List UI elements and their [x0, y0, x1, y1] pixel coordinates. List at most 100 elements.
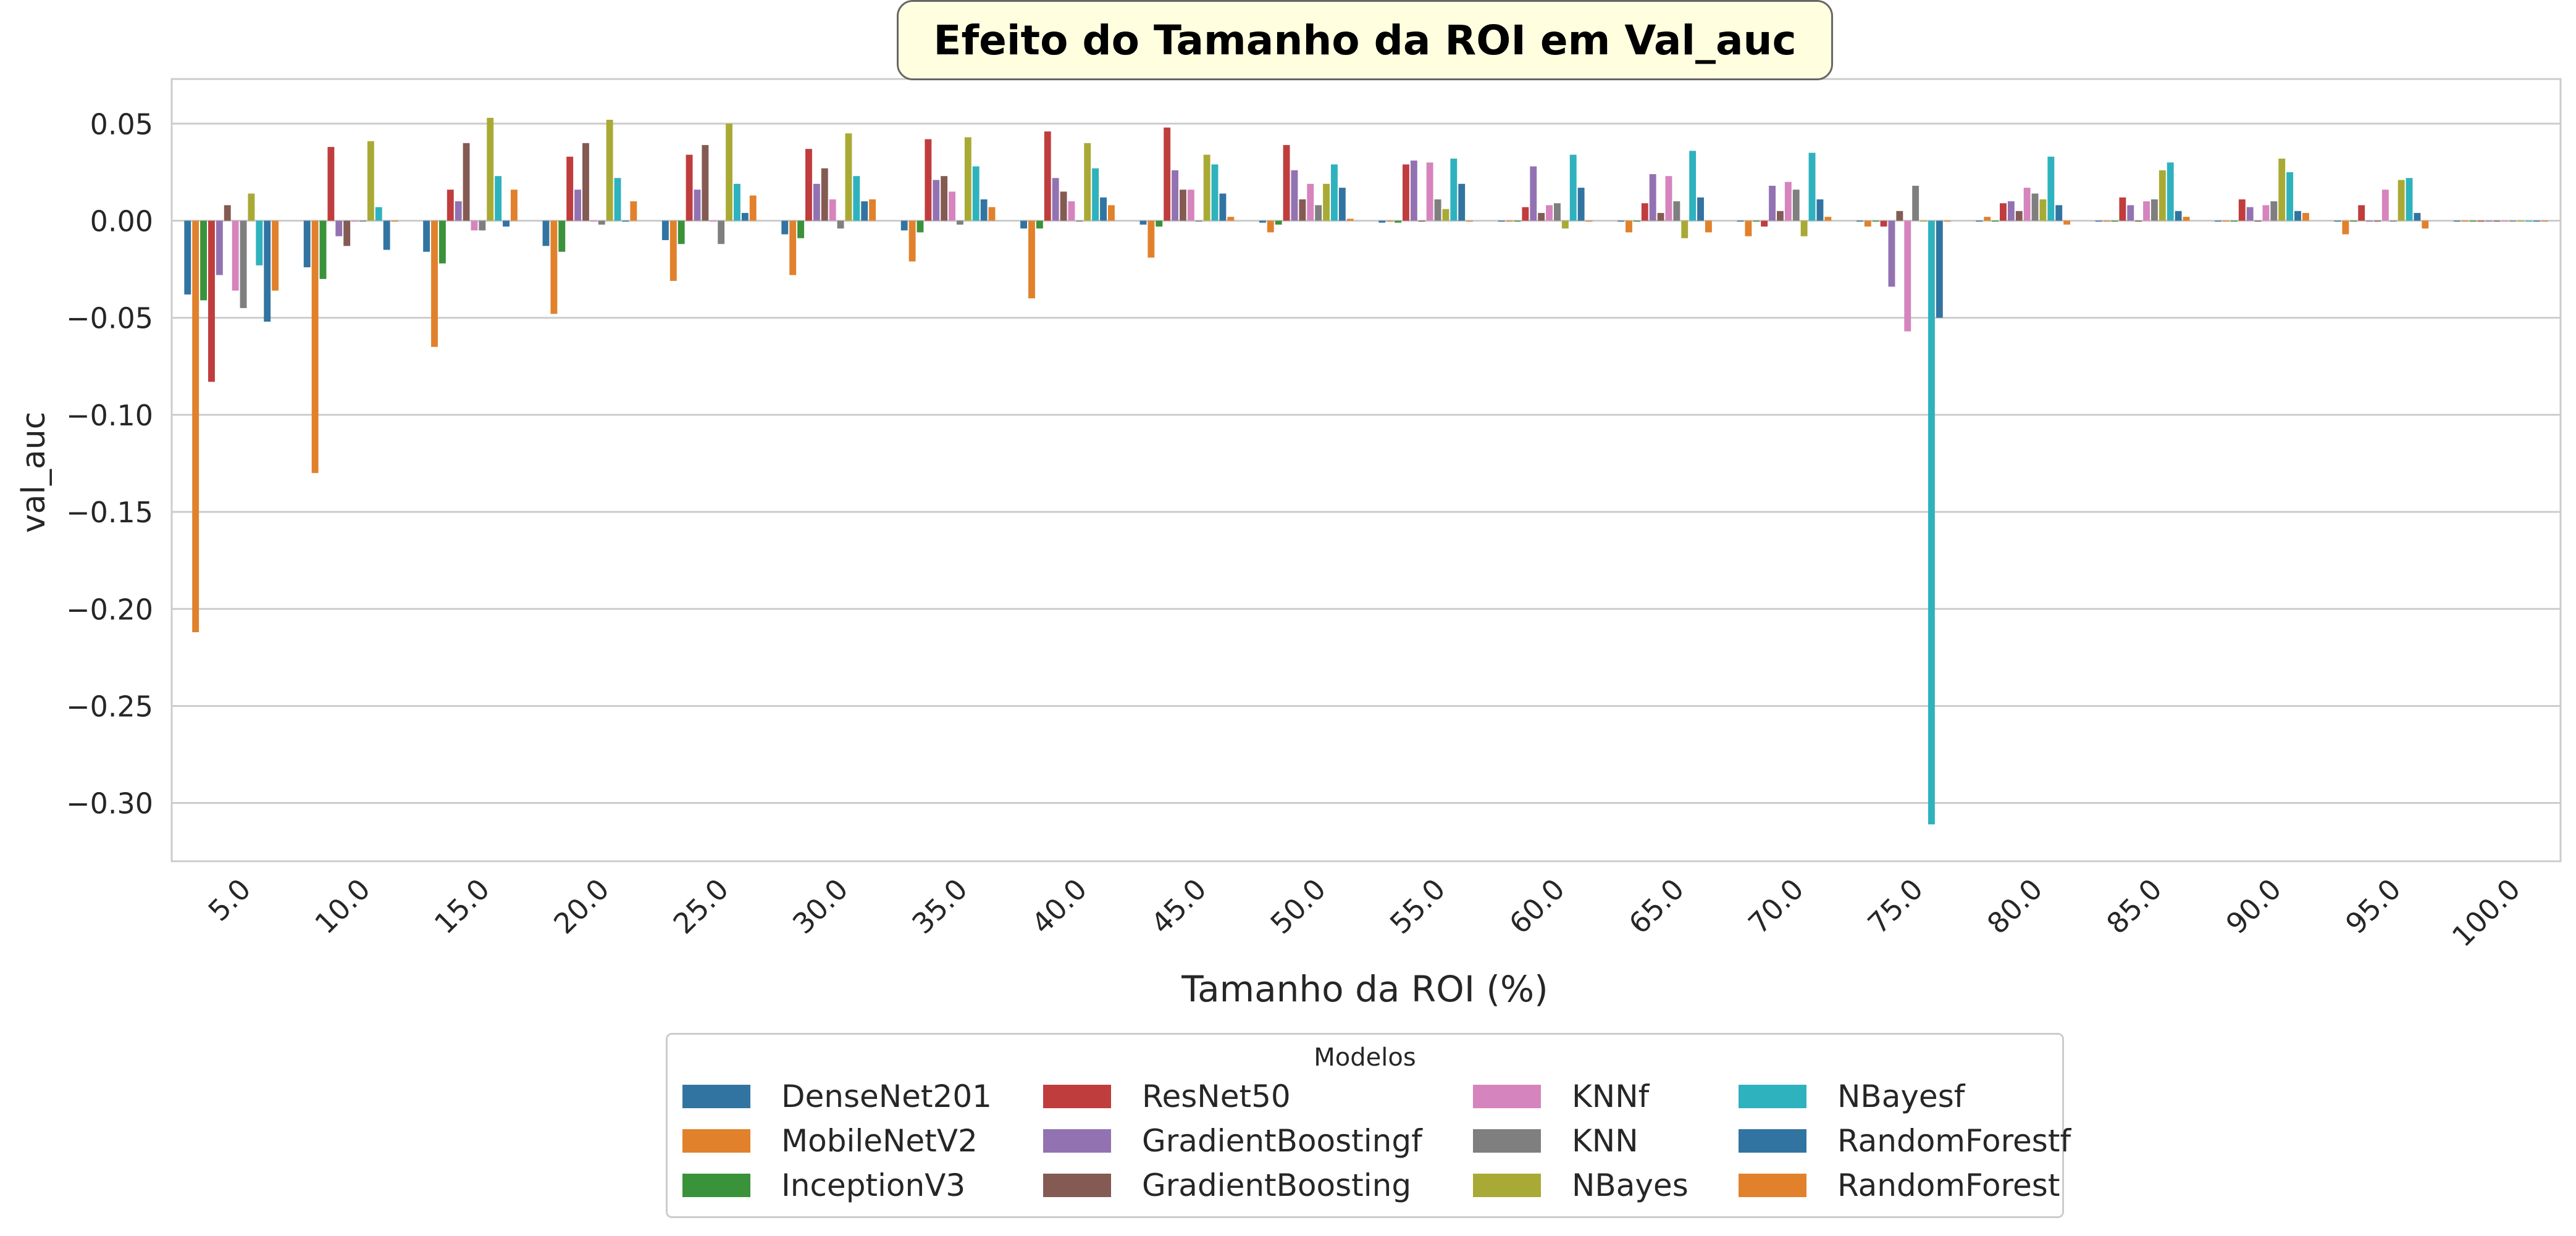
bar: [1139, 220, 1147, 225]
bar: [1546, 205, 1553, 221]
bar: [582, 143, 589, 221]
y-tick-label: 0.05: [90, 107, 153, 141]
bar: [1458, 183, 1466, 221]
bar: [1864, 220, 1871, 227]
bar: [853, 176, 860, 221]
bar: [2159, 170, 2166, 221]
bar: [510, 190, 518, 221]
bar: [718, 220, 725, 244]
bar: [837, 220, 844, 229]
bar: [2381, 190, 2389, 221]
legend-item: DenseNet201: [682, 1078, 992, 1115]
bar: [1164, 127, 1171, 221]
bar: [1060, 191, 1067, 221]
bar: [2501, 220, 2509, 222]
bar: [1577, 188, 1585, 221]
legend-item: MobileNetV2: [682, 1122, 978, 1159]
bar: [574, 190, 582, 221]
bar: [455, 201, 462, 221]
legend-label: GradientBoosting: [1142, 1167, 1412, 1203]
bar: [224, 205, 231, 221]
bar: [845, 133, 852, 221]
bar: [1323, 183, 1330, 221]
bar: [2047, 156, 2055, 221]
x-tick-label: 45.0: [1144, 872, 1213, 941]
x-tick-label: 15.0: [428, 872, 497, 941]
y-tick-label: −0.30: [66, 787, 153, 821]
bar: [1378, 220, 1386, 223]
bar: [2461, 220, 2469, 222]
bar: [2406, 178, 2413, 221]
bar: [2175, 211, 2182, 221]
x-tick-label: 55.0: [1383, 872, 1452, 941]
bar: [1187, 190, 1194, 221]
legend-item: InceptionV3: [682, 1167, 965, 1204]
bar: [2127, 205, 2134, 221]
bar: [471, 220, 478, 231]
bar: [2246, 207, 2254, 221]
bar: [2414, 212, 2421, 221]
bar: [2135, 220, 2142, 222]
bar: [1052, 178, 1059, 221]
bar: [1944, 220, 1951, 222]
bar: [1561, 220, 1569, 229]
bar: [1387, 220, 1394, 222]
bar: [2374, 220, 2381, 222]
bar: [1673, 201, 1680, 221]
bar: [2422, 220, 2429, 229]
bar: [1633, 220, 1640, 222]
bar: [1920, 220, 1927, 222]
bar: [805, 149, 812, 221]
bar: [2095, 220, 2102, 222]
y-tick-label: 0.00: [90, 205, 153, 238]
bar: [248, 193, 255, 221]
legend-label: KNN: [1572, 1123, 1638, 1159]
bar: [1514, 220, 1521, 222]
bar: [1442, 209, 1450, 221]
legend: Modelos DenseNet201 MobileNetV2 InceptionV…: [666, 1033, 2071, 1218]
bar: [463, 143, 470, 221]
x-tick-label: 90.0: [2220, 872, 2288, 941]
legend-label: ResNet50: [1142, 1079, 1291, 1114]
bar: [1992, 220, 1999, 222]
x-tick-label: 25.0: [666, 872, 735, 941]
legend-label: KNNf: [1572, 1079, 1650, 1114]
bar: [2223, 220, 2230, 222]
bar: [908, 220, 916, 262]
bar: [1076, 220, 1083, 222]
bar: [367, 141, 374, 221]
bar: [1506, 220, 1513, 222]
bar: [694, 190, 701, 221]
bar: [1020, 220, 1028, 229]
bar: [1211, 164, 1219, 221]
bar: [2254, 220, 2262, 222]
bar: [949, 191, 955, 221]
legend-swatch: [1739, 1129, 1806, 1153]
bar: [1203, 154, 1210, 221]
bar: [1450, 158, 1458, 221]
legend-swatch: [1043, 1085, 1111, 1108]
bar: [2270, 201, 2278, 221]
x-tick-label: 100.0: [2446, 872, 2527, 953]
bar: [941, 176, 948, 221]
bar: [1498, 220, 1505, 222]
y-tick-label: −0.05: [66, 302, 153, 335]
x-axis-label: Tamanho da ROI (%): [1181, 968, 1548, 1010]
legend-item: GradientBoostingf: [1043, 1122, 1422, 1159]
bar: [1068, 201, 1075, 221]
bar: [2485, 220, 2493, 222]
bar: [558, 220, 566, 252]
x-tick-label: 10.0: [308, 872, 377, 941]
bar: [1753, 220, 1760, 222]
x-tick-label: 35.0: [905, 872, 974, 941]
bar: [1259, 220, 1266, 223]
bar: [733, 183, 740, 221]
bar: [813, 183, 820, 221]
x-tick-label: 50.0: [1264, 872, 1332, 941]
bar: [2517, 220, 2524, 222]
x-tick-label: 5.0: [202, 872, 258, 928]
bar: [359, 220, 366, 222]
bar: [2398, 180, 2405, 221]
bar: [1538, 212, 1545, 221]
